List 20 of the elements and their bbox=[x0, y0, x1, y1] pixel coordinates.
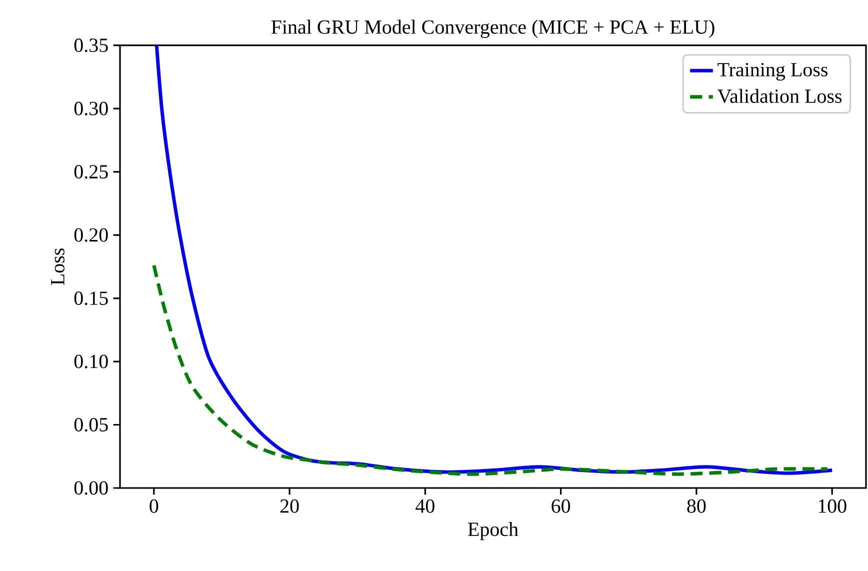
x-tick-label: 100 bbox=[818, 500, 846, 514]
y-tick-label: 0.20 bbox=[74, 228, 108, 242]
y-tick-label: 0.25 bbox=[74, 165, 108, 179]
x-tick-label: 0 bbox=[150, 500, 158, 514]
y-tick-label: 0.05 bbox=[74, 418, 108, 432]
x-tick-label: 20 bbox=[280, 500, 299, 514]
chart-title: Final GRU Model Convergence (MICE + PCA + ELU) bbox=[271, 20, 714, 38]
x-tick-label: 40 bbox=[416, 500, 434, 514]
y-axis-title: Loss bbox=[51, 248, 64, 286]
line-series bbox=[152, 264, 830, 476]
x-tick-label: 60 bbox=[552, 500, 570, 514]
y-tick-label: 0.10 bbox=[74, 354, 108, 368]
y-tick-label: 0.30 bbox=[74, 102, 108, 116]
x-tick-label: 80 bbox=[687, 500, 706, 514]
y-tick-label: 0.15 bbox=[74, 292, 108, 306]
y-tick-label: 0.00 bbox=[74, 481, 108, 495]
legend-label: Validation Loss bbox=[718, 89, 842, 104]
legend-label: Training Loss bbox=[718, 63, 828, 81]
y-tick-label: 0.35 bbox=[74, 38, 108, 52]
x-axis-title: Epoch bbox=[468, 522, 518, 540]
